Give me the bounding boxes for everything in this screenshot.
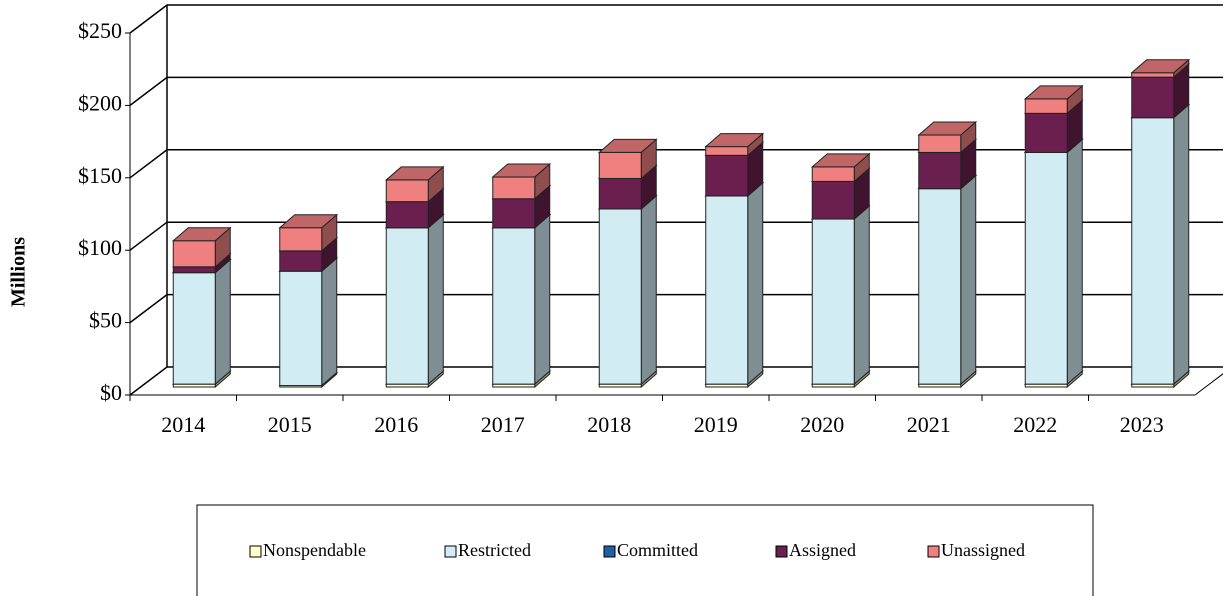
bar: [598, 177, 642, 210]
bar: [172, 266, 216, 274]
bar: [918, 151, 962, 190]
bar: [385, 201, 429, 229]
floor-right: [1194, 373, 1223, 396]
bar: [492, 227, 536, 385]
bar: [918, 134, 962, 153]
grid-line: [129, 149, 1223, 179]
x-tick-label: 2018: [587, 412, 631, 437]
bar: [598, 151, 642, 179]
x-tick-label: 2023: [1120, 412, 1164, 437]
bar: [279, 250, 323, 272]
bar: [492, 198, 536, 229]
bar: [279, 227, 323, 252]
x-tick-label: 2015: [268, 412, 312, 437]
bar: [1024, 98, 1068, 114]
bar: [172, 272, 216, 385]
x-tick-label: 2022: [1013, 412, 1057, 437]
legend-label: Committed: [617, 540, 698, 560]
grid-line: [129, 76, 1223, 106]
bar: [705, 154, 749, 197]
grid-line: [129, 293, 1223, 324]
y-tick-label: $250: [78, 18, 122, 43]
x-tick-label: 2021: [907, 412, 951, 437]
legend-swatch: [775, 545, 788, 558]
bar-side: [853, 204, 870, 386]
bar-top: [810, 153, 871, 168]
bar-side: [1066, 138, 1083, 386]
x-tick-label: 2020: [800, 412, 844, 437]
y-tick-label: $0: [100, 380, 122, 405]
bar: [705, 195, 749, 385]
bar: [705, 146, 749, 156]
bar: [811, 218, 855, 385]
bar-side: [321, 257, 338, 387]
bar-side: [1173, 103, 1190, 386]
y-tick-label: $150: [78, 163, 122, 188]
y-tick-label: $50: [89, 308, 122, 333]
bar-side: [427, 213, 444, 386]
bar-top: [704, 133, 765, 148]
legend-box: [196, 504, 1094, 596]
bar: [811, 180, 855, 220]
bar: [811, 166, 855, 182]
bar: [1131, 76, 1175, 119]
legend-swatch: [603, 545, 616, 558]
bar: [1024, 112, 1068, 153]
bar: [1131, 72, 1175, 78]
grid-line: [129, 366, 1223, 396]
x-tick-label: 2017: [481, 412, 525, 437]
bar-top: [384, 166, 445, 181]
legend-label: Assigned: [789, 540, 856, 560]
legend-swatch: [444, 545, 457, 558]
bar-side: [640, 194, 657, 386]
bar-top: [597, 138, 658, 153]
legend-label: Restricted: [458, 540, 531, 560]
legend-label: Unassigned: [941, 540, 1025, 560]
bar-top: [278, 214, 339, 229]
bar: [385, 227, 429, 385]
bar: [1024, 151, 1068, 385]
bar-side: [960, 174, 977, 386]
bar-side: [747, 181, 764, 386]
y-tick-label: $200: [78, 90, 122, 115]
x-tick-label: 2019: [694, 412, 738, 437]
y-axis-label: Millions: [8, 237, 30, 307]
bar: [385, 179, 429, 203]
legend-swatch: [927, 545, 940, 558]
y-tick-label: $100: [78, 235, 122, 260]
x-tick-label: 2014: [161, 412, 205, 437]
bar-top: [491, 163, 552, 178]
bar: [279, 270, 323, 387]
bar: [492, 176, 536, 200]
grid-line: [129, 221, 1223, 251]
grid-line: [129, 4, 1223, 34]
bar-side: [214, 258, 231, 386]
bar: [598, 208, 642, 385]
bar-top: [1023, 85, 1084, 100]
bar: [172, 240, 216, 268]
bar-top: [1130, 59, 1191, 74]
bar: [1131, 117, 1175, 385]
legend-label: Nonspendable: [263, 540, 366, 560]
bar-top: [171, 227, 232, 242]
legend-swatch: [249, 545, 262, 558]
bar: [918, 188, 962, 385]
bar-side: [534, 213, 551, 386]
x-tick-label: 2016: [374, 412, 418, 437]
bar-top: [917, 121, 978, 136]
